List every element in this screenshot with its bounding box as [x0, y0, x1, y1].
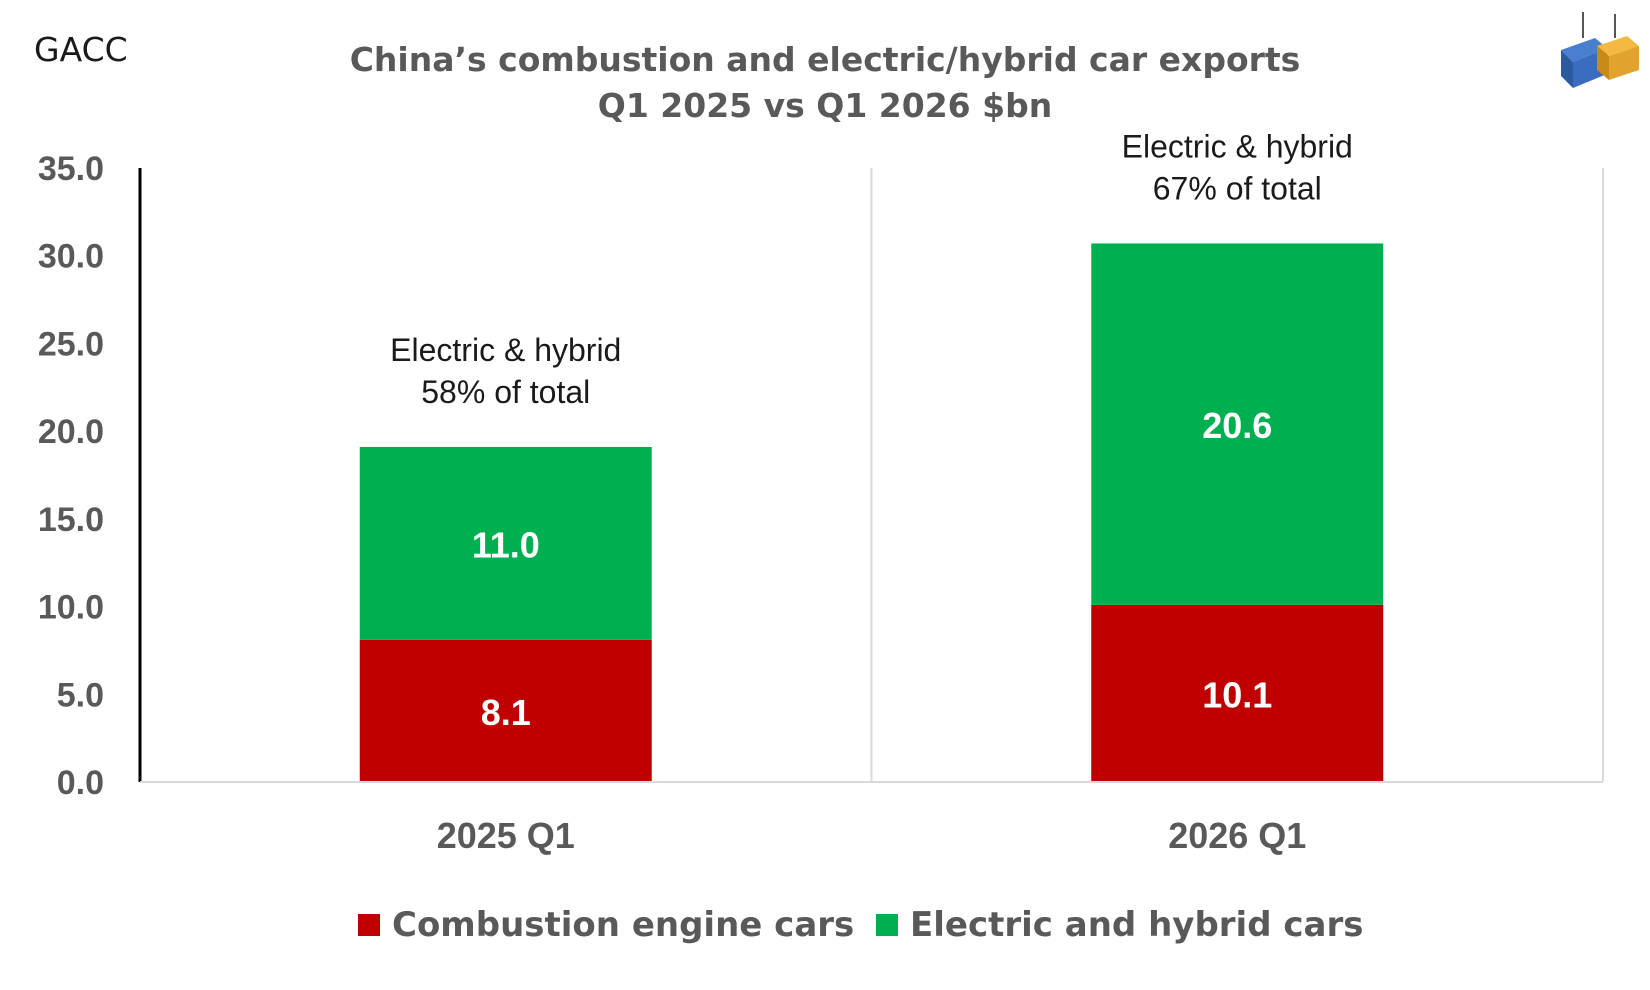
legend-label-electric: Electric and hybrid cars [910, 905, 1364, 945]
y-tick-label: 0.0 [57, 764, 104, 802]
data-label: 8.1 [481, 692, 531, 733]
chart-legend: Combustion engine cars Electric and hybr… [0, 905, 1650, 955]
y-tick-label: 35.0 [38, 150, 104, 188]
legend-item-electric: Electric and hybrid cars [876, 905, 1364, 945]
bar-segment-electric [359, 446, 652, 640]
x-tick-label: 2025 Q1 [437, 815, 575, 856]
legend-swatch-electric [876, 914, 898, 936]
bar-segment-electric [1091, 243, 1384, 605]
y-tick-label: 10.0 [38, 589, 104, 627]
bar-segment-combustion [1091, 604, 1384, 782]
source-label: GACC [34, 30, 128, 69]
bar-annotation-line2: 67% of total [1153, 170, 1322, 206]
y-tick-label: 15.0 [38, 501, 104, 539]
bar-segment-combustion [359, 639, 652, 782]
legend-label-combustion: Combustion engine cars [392, 905, 855, 945]
legend-swatch-combustion [358, 914, 380, 936]
bar-annotation-line2: 58% of total [421, 374, 590, 410]
bar-annotation-line1: Electric & hybrid [390, 332, 621, 368]
y-tick-label: 20.0 [38, 413, 104, 451]
data-label: 11.0 [472, 524, 540, 565]
y-tick-label: 25.0 [38, 325, 104, 363]
legend-item-combustion: Combustion engine cars [358, 905, 854, 945]
data-label: 10.1 [1202, 674, 1272, 715]
soapbox-logo-icon [1561, 12, 1639, 88]
x-tick-label: 2026 Q1 [1168, 815, 1306, 856]
chart-title: China’s combustion and electric/hybrid c… [349, 40, 1301, 79]
data-label: 20.6 [1202, 405, 1272, 446]
y-tick-label: 5.0 [57, 676, 104, 714]
bar-annotation-line1: Electric & hybrid [1122, 128, 1353, 164]
y-tick-label: 30.0 [38, 238, 104, 276]
chart-subtitle: Q1 2025 vs Q1 2026 $bn [597, 86, 1053, 125]
